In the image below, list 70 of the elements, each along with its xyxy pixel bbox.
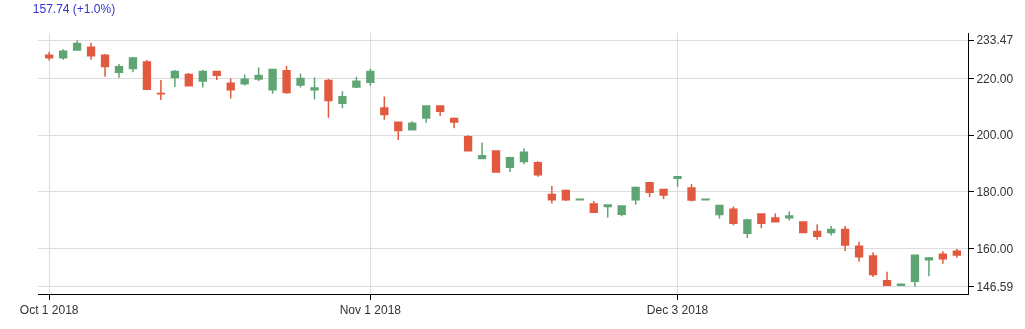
y-tick-label: 160.00	[976, 241, 1014, 256]
candlestick	[701, 198, 710, 201]
candlestick	[910, 254, 920, 288]
candlestick	[491, 149, 501, 174]
candlestick	[184, 72, 193, 87]
candlestick	[422, 104, 431, 124]
candlestick	[100, 53, 110, 78]
candlestick	[589, 200, 598, 214]
candlestick	[547, 185, 557, 205]
candlestick	[268, 68, 277, 95]
candlestick	[868, 251, 878, 278]
candlestick	[533, 160, 543, 178]
candlestick	[813, 223, 822, 241]
candlestick	[226, 77, 235, 100]
candlestick	[240, 73, 249, 87]
candlestick	[254, 66, 263, 82]
y-tick-label: 146.59	[976, 279, 1014, 294]
candlestick	[463, 134, 473, 153]
candlestick	[757, 212, 766, 229]
candlestick	[840, 225, 850, 252]
candlestick	[938, 250, 948, 265]
x-tick-label: Oct 1 2018	[19, 303, 79, 318]
candlestick	[687, 183, 696, 203]
candlestick	[477, 141, 487, 160]
candlestick	[952, 248, 961, 259]
candlestick	[170, 69, 180, 88]
candlestick	[645, 181, 654, 198]
candlestick	[924, 256, 934, 277]
y-tick-label: 200.00	[976, 128, 1014, 143]
candlestick	[617, 204, 626, 218]
candlestick	[310, 76, 319, 101]
candlestick	[673, 175, 682, 188]
candlestick	[296, 72, 305, 89]
candlestick	[366, 68, 375, 87]
y-tick-label: 233.47	[976, 33, 1014, 48]
candlestick	[854, 241, 864, 263]
candlestick	[156, 79, 166, 101]
candlestick	[142, 59, 152, 91]
candlestick	[715, 204, 724, 220]
candlestick	[408, 120, 417, 132]
y-tick-label: 180.00	[976, 185, 1014, 200]
candlestick	[631, 185, 640, 206]
candlestick	[826, 225, 836, 237]
candlestick	[519, 147, 529, 166]
candlestick	[380, 95, 389, 121]
candlestick	[435, 104, 445, 117]
candlestick	[659, 188, 668, 200]
candlestick	[338, 90, 347, 109]
candlestick	[114, 63, 124, 79]
y-tick-label: 220.00	[976, 71, 1014, 86]
x-tick-label: Dec 3 2018	[646, 303, 709, 318]
candlestick	[282, 64, 291, 95]
candlestick	[198, 69, 207, 89]
candlestick	[128, 56, 138, 73]
candlestick	[324, 78, 333, 119]
candlestick	[352, 75, 361, 89]
candlestick	[58, 48, 68, 61]
candlestick	[771, 212, 780, 224]
chart-title: 157.74 (+1.0%)	[32, 2, 116, 17]
candlestick	[86, 41, 96, 61]
candlestick	[449, 116, 459, 130]
candlestick	[882, 271, 892, 287]
candlestick	[799, 220, 808, 235]
x-tick-label: Nov 1 2018	[339, 303, 402, 318]
candlestick	[45, 50, 54, 62]
candlestick	[729, 205, 738, 227]
candlestick	[743, 218, 752, 239]
candlestick	[72, 39, 82, 52]
candlestick	[505, 155, 515, 173]
candlestick	[561, 188, 571, 202]
